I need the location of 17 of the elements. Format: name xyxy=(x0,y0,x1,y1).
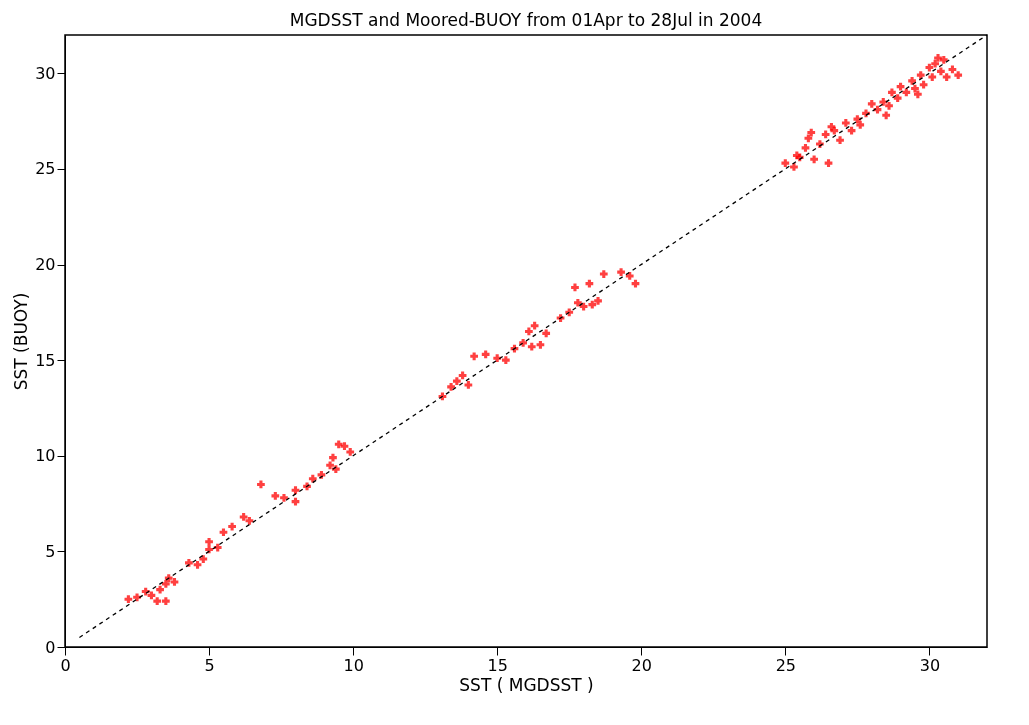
y-tick-label: 20 xyxy=(35,255,56,274)
y-tick-label: 10 xyxy=(35,446,56,466)
x-tick-label: 10 xyxy=(343,655,364,675)
x-tick-label: 25 xyxy=(775,655,796,675)
x-tick-label: 15 xyxy=(487,655,508,675)
x-tick-label: 0 xyxy=(60,655,71,675)
x-tick-label: 5 xyxy=(204,655,215,675)
chart-title: MGDSST and Moored-BUOY from 01Apr to 28Jul in 2004 xyxy=(289,10,763,31)
x-tick-label: 20 xyxy=(631,655,652,675)
y-tick-label: 30 xyxy=(35,63,56,83)
y-tick-label: 15 xyxy=(35,350,56,370)
y-tick-label: 0 xyxy=(45,637,56,657)
y-tick-label: 5 xyxy=(45,541,56,561)
x-tick-label: 30 xyxy=(919,655,941,675)
y-axis-title: SST (BUOY) xyxy=(11,292,32,391)
x-axis-title: SST ( MGDSST ) xyxy=(459,674,594,695)
y-tick-label: 25 xyxy=(35,159,56,179)
